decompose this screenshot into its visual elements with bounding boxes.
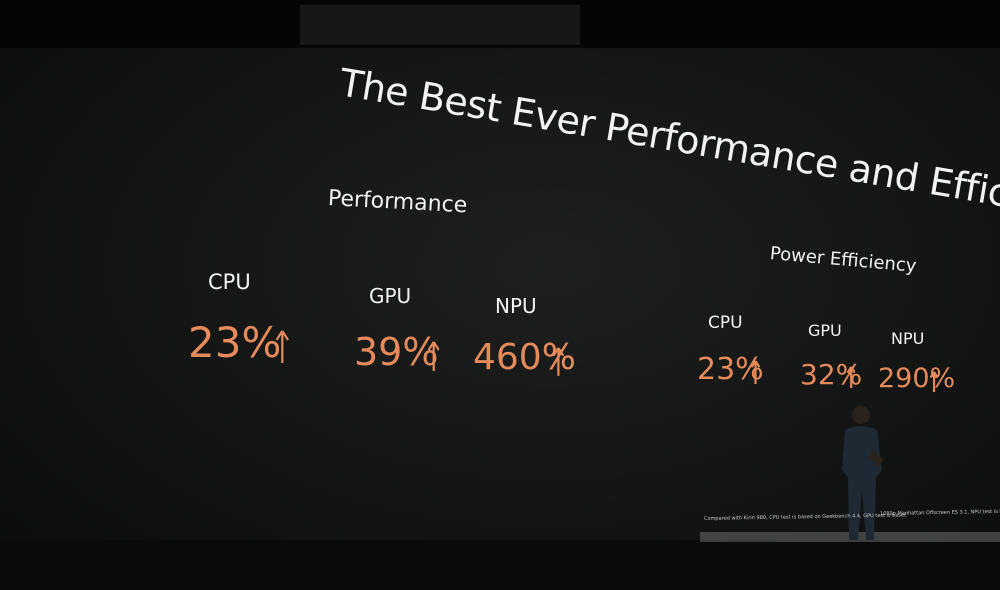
up-arrow (930, 370, 939, 393)
up-arrow (428, 341, 440, 372)
metric-value: 23% (697, 352, 764, 387)
up-arrow (553, 347, 564, 376)
metric-value: 39% (354, 330, 439, 374)
up-arrow (751, 360, 760, 385)
metric-label: CPU (208, 270, 251, 294)
metric-label: GPU (808, 321, 842, 340)
metric-label: GPU (369, 284, 412, 308)
metric-value: 290% (878, 363, 956, 394)
presenter (842, 406, 884, 540)
up-arrow (847, 366, 856, 389)
up-arrow (276, 330, 289, 364)
metric-label: NPU (891, 329, 925, 348)
metric-value: 23% (188, 318, 282, 367)
metric-label: NPU (495, 294, 537, 318)
metric-label: CPU (708, 313, 743, 333)
